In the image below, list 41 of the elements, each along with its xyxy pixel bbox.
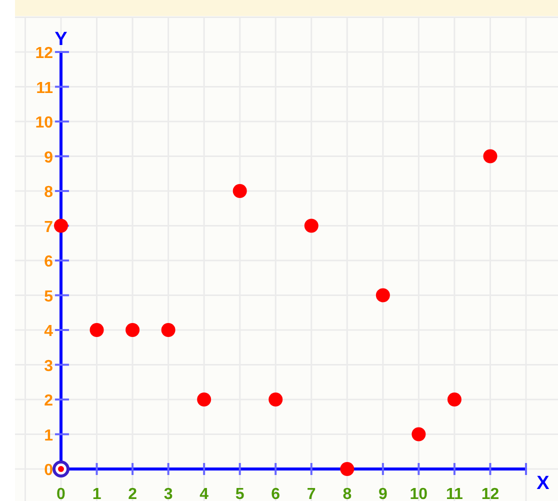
x-tick-label: 6 <box>271 486 280 501</box>
x-tick-label: 4 <box>200 486 209 501</box>
y-tick-label: 5 <box>44 288 54 306</box>
y-tick-label: 9 <box>44 149 54 166</box>
y-tick-label: 10 <box>35 114 54 132</box>
y-tick-label: 11 <box>36 80 54 97</box>
y-tick-label: 1 <box>44 427 54 444</box>
point <box>232 184 247 198</box>
x-tick-label: 12 <box>481 486 500 501</box>
y-tick-label: 7 <box>44 218 54 236</box>
x-tick-label: 9 <box>378 486 388 501</box>
y-tick-label: 8 <box>44 184 54 201</box>
x-tick-label: 10 <box>410 486 428 501</box>
point <box>304 218 318 233</box>
x-tick-label: 7 <box>306 486 316 501</box>
y-tick-label: 2 <box>44 392 54 410</box>
y-tick-label: 6 <box>44 254 54 270</box>
y-tick-label: 4 <box>44 323 54 340</box>
x-tick-label: 11 <box>446 486 464 501</box>
point <box>126 323 140 337</box>
point <box>412 427 426 442</box>
point <box>54 218 68 233</box>
point <box>447 392 462 406</box>
point <box>340 462 354 476</box>
point <box>90 323 104 337</box>
x-tick-label: 3 <box>164 486 173 501</box>
x-tick-label: 0 <box>56 486 66 501</box>
point <box>161 323 176 337</box>
y-tick-label: 3 <box>44 358 54 375</box>
x-axis-title: X <box>536 473 550 494</box>
x-tick-label: 5 <box>235 486 244 501</box>
y-tick-label: 0 <box>44 462 54 479</box>
y-tick-label: 12 <box>35 45 54 62</box>
x-tick-label: 8 <box>342 486 352 501</box>
point <box>268 392 283 406</box>
point <box>483 149 498 164</box>
y-axis-title: Y <box>54 29 68 50</box>
x-tick-label: 1 <box>92 486 102 501</box>
point <box>376 288 390 302</box>
x-tick-label: 2 <box>128 486 138 501</box>
point <box>197 392 212 406</box>
